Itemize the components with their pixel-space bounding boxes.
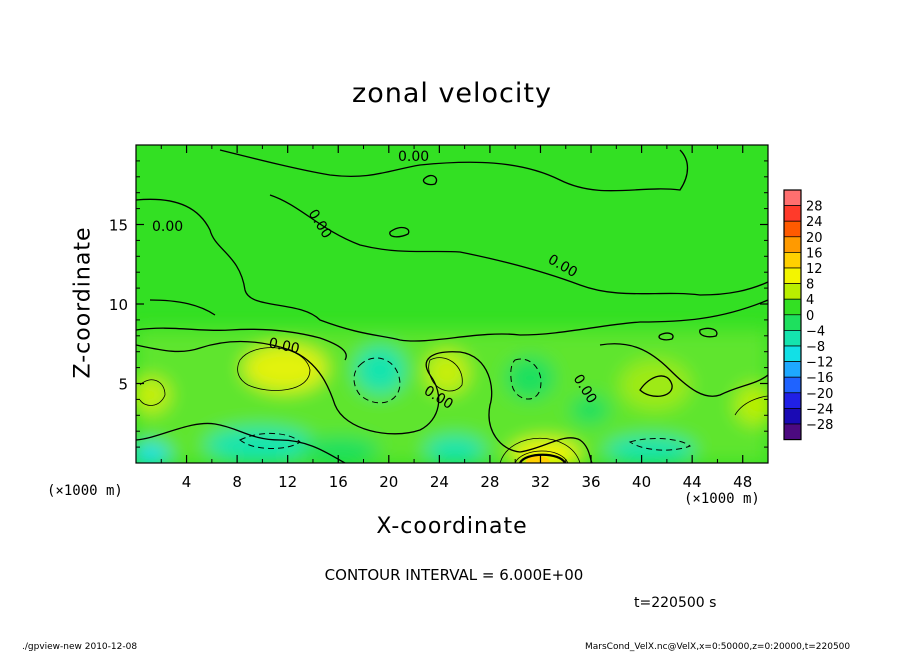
colorbar-frame	[783, 189, 802, 441]
colorbar-swatch	[783, 314, 802, 331]
x-tick-label: 8	[232, 473, 242, 491]
colorbar-label: 4	[806, 293, 814, 308]
velocity-field	[136, 145, 768, 463]
colorbar-swatch	[783, 205, 802, 222]
colorbar-label: 28	[806, 200, 823, 215]
colorbar-label: 8	[806, 278, 814, 293]
colorbar-label: 16	[806, 246, 823, 261]
contour-interval: CONTOUR INTERVAL = 6.000E+00	[324, 566, 584, 584]
colorbar-label: 20	[806, 231, 823, 246]
y-tick-label: 15	[109, 217, 128, 235]
x-tick-label: 40	[632, 473, 651, 491]
contour-label: 0.00	[267, 335, 301, 357]
colorbar-swatch	[783, 283, 802, 300]
colorbar-label: 12	[806, 262, 823, 277]
x-tick-label: 28	[480, 473, 499, 491]
colorbar-label: −28	[806, 418, 833, 433]
footer-right: MarsCond_VelX.nc@VelX,x=0:50000,z=0:2000…	[585, 642, 851, 652]
time-label: t=220500 s	[634, 595, 717, 611]
x-tick-label: 20	[379, 473, 398, 491]
y-tick-label: 10	[109, 296, 128, 314]
colorbar-swatch	[783, 267, 802, 284]
colorbar-label: −16	[806, 371, 833, 386]
x-tick-label: 16	[329, 473, 348, 491]
colorbar-label: −12	[806, 356, 833, 371]
y-tick-label: 5	[118, 376, 128, 394]
colorbar-swatch	[783, 361, 802, 378]
colorbar-swatch	[783, 236, 802, 253]
y-axis-unit: (×1000 m)	[47, 483, 123, 499]
footer-left: ./gpview-new 2010-12-08	[22, 642, 138, 652]
colorbar-label: −8	[806, 340, 825, 355]
colorbar-swatch	[783, 298, 802, 316]
colorbar-label: −24	[806, 402, 833, 417]
colorbar-label: −20	[806, 387, 833, 402]
contour-label: 0.00	[152, 219, 183, 235]
contour-label: 0.00	[398, 149, 429, 165]
colorbar-swatch	[783, 423, 802, 440]
x-axis-label: X-coordinate	[376, 514, 528, 539]
x-tick-label: 44	[683, 473, 702, 491]
x-tick-label: 4	[182, 473, 192, 491]
x-tick-label: 12	[278, 473, 297, 491]
colorbar-swatch	[783, 330, 802, 347]
chart-title: zonal velocity	[352, 78, 552, 109]
colorbar-swatch	[783, 376, 802, 394]
x-tick-label: 32	[531, 473, 550, 491]
x-tick-label: 36	[581, 473, 600, 491]
colorbar-swatch	[783, 392, 802, 409]
colorbar-swatch	[783, 189, 802, 206]
x-tick-label: 24	[430, 473, 449, 491]
colorbar-label: 24	[806, 215, 823, 230]
colorbar-label: 0	[806, 309, 814, 324]
x-axis-unit: (×1000 m)	[684, 491, 760, 507]
x-tick-label: 48	[733, 473, 752, 491]
colorbar-swatch	[783, 220, 802, 238]
colorbar-swatch	[783, 345, 802, 362]
colorbar-label: −4	[806, 324, 825, 339]
colorbar-swatch	[783, 408, 802, 425]
colorbar-swatch	[783, 252, 802, 269]
